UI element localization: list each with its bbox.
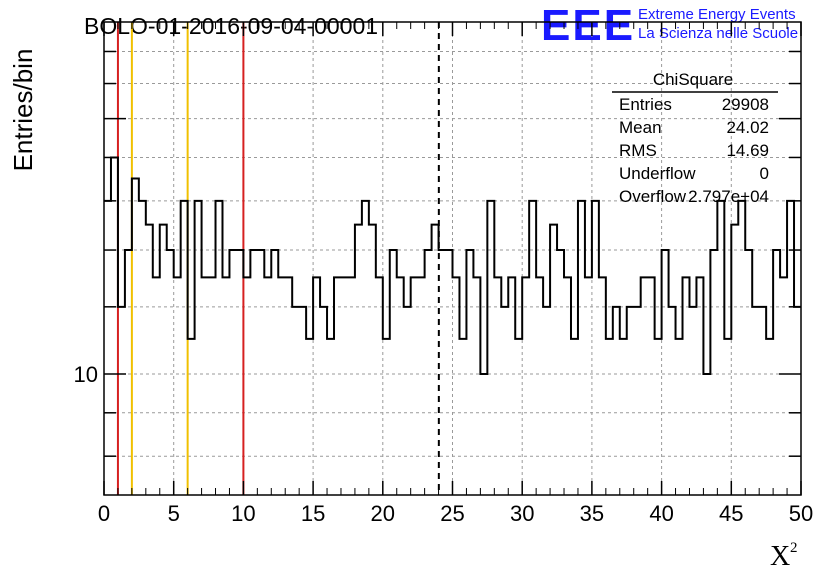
x-tick-label: 10 (231, 501, 255, 526)
x-tick-label: 5 (168, 501, 180, 526)
stats-title: ChiSquare (653, 70, 733, 89)
logo-line2: La Scienza nelle Scuole (638, 25, 798, 42)
x-tick-label: 30 (510, 501, 534, 526)
x-tick-label: 40 (649, 501, 673, 526)
stats-row-label: RMS (619, 141, 657, 160)
x-tick-label: 20 (371, 501, 395, 526)
logo-mark: EEE (541, 1, 635, 50)
logo-line1: Extreme Energy Events (638, 6, 796, 23)
y-axis-label: Entries/bin (8, 49, 38, 172)
chart-title: BOLO-01-2016-09-04-00001 (84, 13, 378, 39)
stats-row-label: Entries (619, 95, 672, 114)
x-axis-label-main: X (770, 541, 790, 572)
stats-row-value: 29908 (722, 95, 769, 114)
histogram-series (104, 156, 801, 375)
stats-row-value: 0 (760, 164, 769, 183)
stats-row-value: 2.797e+04 (688, 187, 769, 206)
x-tick-label: 50 (789, 501, 813, 526)
x-axis-label: X 2 (770, 540, 798, 572)
grid-lines (104, 22, 801, 495)
axis-ticks (103, 22, 802, 495)
stats-row-label: Overflow (619, 187, 687, 206)
stats-row-label: Underflow (619, 164, 696, 183)
stats-box: ChiSquare Entries 29908 Mean 24.02 RMS 14.69 U… (612, 70, 778, 206)
stats-row-label: Mean (619, 118, 662, 137)
y-tick-label: 10 (74, 362, 98, 387)
eee-logo: EEE Extreme Energy Events La Scienza nel… (541, 1, 798, 50)
x-tick-labels: 0 5 10 15 20 25 30 35 40 45 50 (98, 501, 813, 526)
x-axis-label-superscript: 2 (790, 540, 798, 556)
x-tick-label: 15 (301, 501, 325, 526)
x-tick-label: 0 (98, 501, 110, 526)
stats-row-value: 14.69 (726, 141, 769, 160)
x-tick-label: 35 (580, 501, 604, 526)
x-tick-label: 25 (440, 501, 464, 526)
stats-row-value: 24.02 (726, 118, 769, 137)
x-tick-label: 45 (719, 501, 743, 526)
y-tick-labels: 10 (74, 362, 98, 387)
